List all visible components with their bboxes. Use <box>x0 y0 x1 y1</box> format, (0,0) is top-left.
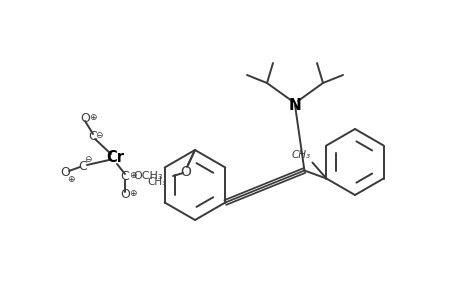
Text: ⊖: ⊖ <box>95 131 102 140</box>
Text: ⊕: ⊕ <box>129 190 136 199</box>
Text: O: O <box>60 166 70 178</box>
Text: ⊕: ⊕ <box>67 175 74 184</box>
Text: N: N <box>288 98 301 112</box>
Text: O: O <box>120 188 129 200</box>
Text: C: C <box>78 160 87 172</box>
Text: O: O <box>80 112 90 124</box>
Text: CH₃: CH₃ <box>291 151 310 160</box>
Text: ⊕: ⊕ <box>129 172 136 181</box>
Text: Cr: Cr <box>106 151 124 166</box>
Text: CH₃: CH₃ <box>147 177 167 187</box>
Text: O: O <box>180 165 191 179</box>
Text: ⊖: ⊖ <box>84 154 91 164</box>
Text: C: C <box>120 169 129 182</box>
Text: ⊕: ⊕ <box>89 112 96 122</box>
Text: OCH₃: OCH₃ <box>133 171 162 181</box>
Text: C: C <box>89 130 97 142</box>
